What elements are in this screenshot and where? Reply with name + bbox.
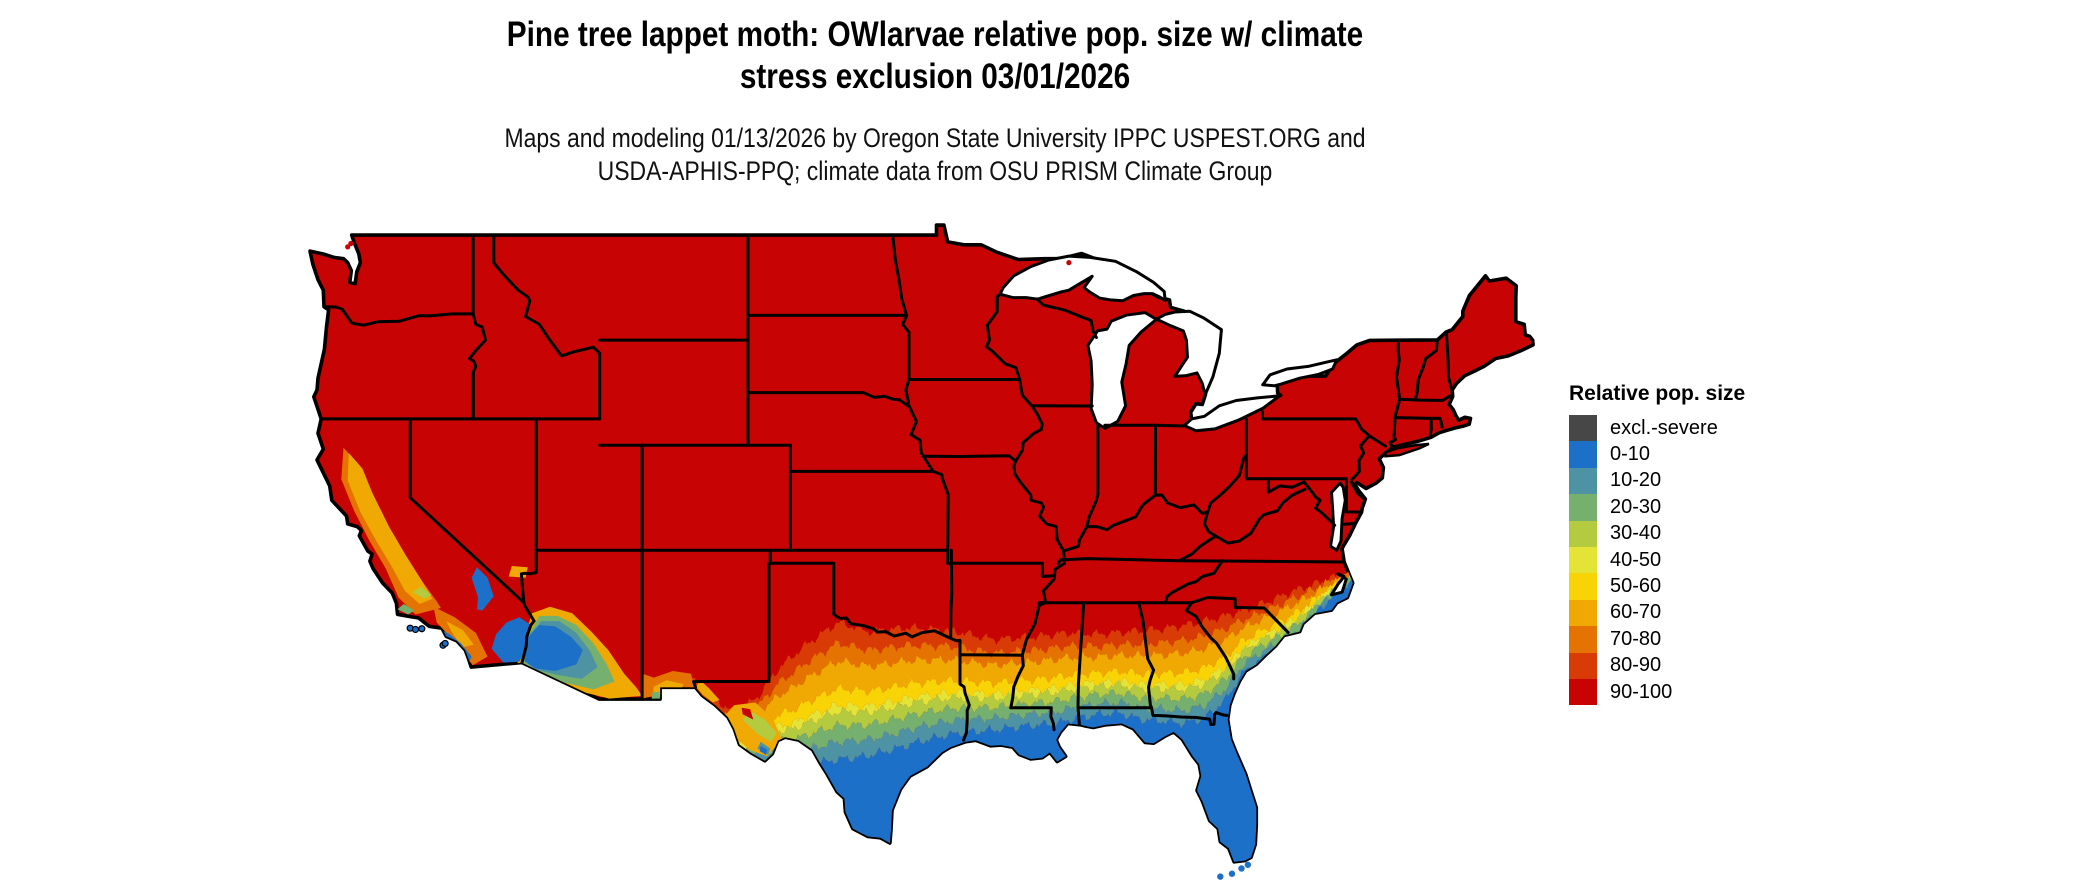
pamlico-sound bbox=[1330, 572, 1348, 597]
legend-row: 50-60 bbox=[1569, 573, 1799, 600]
lake-superior bbox=[998, 254, 1167, 303]
legend-row: 30-40 bbox=[1569, 520, 1799, 547]
legend-label: 60-70 bbox=[1610, 601, 1662, 624]
florida-keys-island bbox=[1238, 865, 1245, 872]
delaware-bay bbox=[1350, 480, 1366, 501]
legend-row: 0-10 bbox=[1569, 441, 1799, 468]
legend-label: 90-100 bbox=[1610, 680, 1673, 703]
legend-row: excl.-severe bbox=[1569, 415, 1799, 442]
legend-swatch-30-40 bbox=[1569, 520, 1597, 547]
legend-swatch-excl.-severe bbox=[1569, 415, 1597, 442]
legend-label: 10-20 bbox=[1610, 469, 1662, 492]
legend-label: 20-30 bbox=[1610, 495, 1662, 518]
legend-row: 60-70 bbox=[1569, 599, 1799, 627]
legend-row: 20-30 bbox=[1569, 494, 1799, 521]
lake-michigan bbox=[1086, 311, 1158, 430]
title-line-2: stress exclusion 03/01/2026 bbox=[739, 57, 1131, 96]
legend-row: 40-50 bbox=[1569, 546, 1799, 574]
legend-label: 30-40 bbox=[1610, 522, 1662, 545]
title-line-1: Pine tree lappet moth: OWlarvae relative… bbox=[506, 15, 1364, 54]
state-borders bbox=[319, 233, 1454, 742]
florida-keys-island bbox=[1217, 873, 1224, 880]
figure-title: Pine tree lappet moth: OWlarvae relative… bbox=[340, 14, 1530, 98]
legend-label: excl.-severe bbox=[1610, 416, 1718, 439]
legend-swatch-80-90 bbox=[1569, 652, 1597, 679]
gradient-bands bbox=[341, 447, 1385, 862]
small-island bbox=[348, 240, 354, 247]
legend-swatch-40-50 bbox=[1569, 546, 1597, 574]
legend-swatch-0-10 bbox=[1569, 441, 1597, 468]
legend-swatch-50-60 bbox=[1569, 573, 1597, 600]
legend-swatch-90-100 bbox=[1569, 678, 1597, 706]
small-island bbox=[1066, 260, 1072, 266]
lake-ontario bbox=[1261, 358, 1339, 388]
long-island bbox=[1384, 442, 1430, 458]
legend-label: 0-10 bbox=[1610, 443, 1651, 466]
legend-label: 80-90 bbox=[1610, 654, 1662, 677]
legend-row: 90-100 bbox=[1569, 678, 1799, 706]
small-island bbox=[345, 244, 351, 250]
legend-swatch-10-20 bbox=[1569, 467, 1597, 495]
legend-swatch-20-30 bbox=[1569, 494, 1597, 521]
legend-rows: excl.-severe 0-10 10-20 20-30 30-40 40-50 50-6… bbox=[1569, 415, 1799, 706]
legend-row: 80-90 bbox=[1569, 652, 1799, 679]
legend-swatch-60-70 bbox=[1569, 599, 1597, 627]
subtitle-line-2: USDA-APHIS-PPQ; climate data from OSU PR… bbox=[597, 156, 1273, 186]
legend-row: 70-80 bbox=[1569, 626, 1799, 653]
subtitle-line-1: Maps and modeling 01/13/2026 by Oregon S… bbox=[504, 123, 1366, 153]
lake-huron bbox=[1154, 309, 1223, 396]
figure-subtitle: Maps and modeling 01/13/2026 by Oregon S… bbox=[340, 122, 1530, 188]
florida-keys-island bbox=[1244, 861, 1252, 868]
legend-label: 40-50 bbox=[1610, 548, 1662, 571]
channel-island bbox=[411, 625, 420, 634]
legend-swatch-70-80 bbox=[1569, 626, 1597, 653]
channel-island bbox=[441, 639, 449, 648]
channel-island bbox=[418, 625, 426, 633]
lake-erie bbox=[1182, 394, 1282, 433]
legend-label: 50-60 bbox=[1610, 575, 1662, 598]
legend-label: 70-80 bbox=[1610, 627, 1662, 650]
chesapeake-bay bbox=[1329, 481, 1347, 552]
legend-title: Relative pop. size bbox=[1569, 382, 1746, 405]
map-legend: Relative pop. size excl.-severe 0-10 10-20… bbox=[1569, 382, 1799, 706]
legend-row: 10-20 bbox=[1569, 467, 1799, 495]
florida-keys-island bbox=[1228, 870, 1236, 877]
